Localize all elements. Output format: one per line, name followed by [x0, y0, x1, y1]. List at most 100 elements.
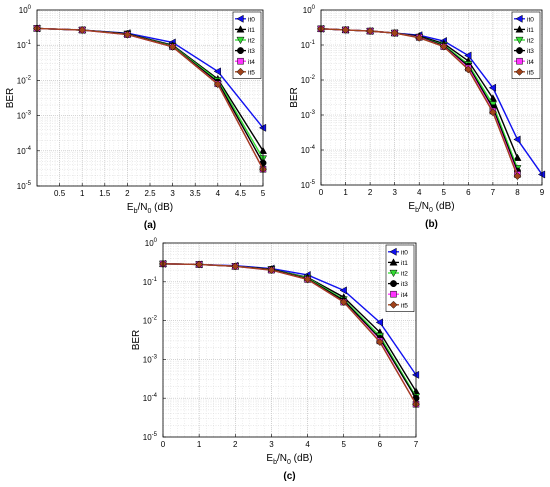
y-tick-label: 10-3 [17, 111, 32, 121]
data-point-it5 [415, 33, 424, 42]
panel-label: (a) [144, 220, 156, 231]
data-point-it0 [488, 83, 497, 92]
legend-entry-it0: it0 [527, 16, 534, 23]
x-tick-label: 5 [341, 440, 346, 449]
chart-panel-c: 0 1 2 3 4 5 6 7 10-5 10-4 10-3 10-2 10-1 100 BER Eb/N0 … [131, 238, 421, 482]
data-point-it5 [439, 42, 448, 51]
x-tick-label: 1.5 [99, 189, 111, 198]
y-axis-label: BER [289, 87, 300, 108]
legend-entry-it3: it3 [248, 48, 255, 55]
y-tick-label: 10-4 [143, 393, 158, 403]
legend-entry-it0: it0 [248, 16, 255, 23]
x-tick-label: 1 [197, 440, 202, 449]
y-tick-label: 10-5 [143, 432, 158, 442]
legend-entry-it2: it2 [401, 271, 408, 278]
legend-entry-it5: it5 [401, 302, 408, 309]
legend-entry-it0: it0 [401, 249, 408, 256]
y-tick-label: 10-3 [301, 110, 316, 120]
legend-entry-it1: it1 [527, 27, 534, 34]
x-tick-label: 6 [466, 188, 471, 197]
x-tick-label: 5 [442, 188, 447, 197]
x-tick-label: 0.5 [54, 189, 66, 198]
x-axis-label: Eb/N0 (dB) [127, 202, 173, 215]
legend: it0 it1 it2 it3 it4 it5 [385, 244, 415, 312]
legend-marker-it0 [515, 14, 523, 23]
y-tick-label: 10-5 [301, 180, 316, 190]
legend-box [385, 244, 415, 312]
y-tick-label: 10-3 [143, 354, 158, 364]
data-point-it0 [339, 286, 347, 295]
legend-box [232, 11, 262, 79]
x-tick-label: 7 [414, 440, 419, 449]
x-tick-label: 2.5 [144, 189, 156, 198]
legend: it0 it1 it2 it3 it4 it5 [232, 11, 262, 79]
data-point-it5 [303, 275, 312, 284]
data-point-it5 [341, 25, 350, 34]
legend-entry-it1: it1 [248, 27, 255, 34]
legend-entry-it5: it5 [248, 69, 255, 76]
axes-frame [162, 242, 417, 438]
data-point-it5 [390, 29, 399, 37]
legend-marker-it2 [515, 36, 524, 45]
x-tick-label: 5 [261, 189, 266, 198]
legend-marker-it4 [516, 57, 523, 65]
y-tick-label: 10-4 [301, 145, 316, 155]
legend-marker-it0 [389, 247, 397, 256]
legend-entry-it4: it4 [527, 59, 534, 66]
legend-marker-it3 [516, 47, 523, 55]
plot-area [321, 10, 542, 185]
y-tick-label: 100 [145, 238, 158, 248]
legend-entry-it3: it3 [527, 48, 534, 55]
legend-marker-it2 [236, 36, 245, 45]
y-tick-label: 10-5 [17, 181, 32, 191]
panel-label: (c) [283, 471, 295, 482]
x-tick-label: 1 [343, 188, 348, 197]
series-it5 [159, 259, 420, 409]
x-tick-label: 3 [170, 189, 175, 198]
data-point-it5 [375, 338, 384, 347]
y-tick-label: 100 [19, 5, 32, 15]
legend-marker-it1 [236, 25, 245, 33]
legend-entry-it2: it2 [527, 38, 534, 45]
y-tick-label: 10-1 [17, 40, 32, 50]
legend-entry-it4: it4 [248, 59, 255, 66]
data-point-it5 [513, 172, 522, 181]
chart-panel-b: 0 1 2 3 4 5 6 7 8 9 10-5 10-4 10-3 10-2 10-1 100 BER Eb/N… [289, 5, 546, 230]
legend-marker-it3 [390, 280, 397, 288]
data-point-it5 [231, 262, 240, 271]
data-point-it5 [195, 260, 204, 269]
data-point-it5 [213, 80, 222, 89]
data-point-it0 [213, 67, 221, 76]
legend-entry-it3: it3 [401, 281, 408, 288]
legend-marker-it3 [237, 47, 244, 55]
y-tick-label: 10-2 [143, 316, 158, 326]
legend-marker-it5 [236, 67, 245, 76]
y-tick-label: 10-1 [301, 40, 316, 50]
grid [320, 9, 543, 186]
x-tick-label: 6 [378, 440, 383, 449]
data-point-it5 [339, 298, 348, 307]
data-point-it5 [123, 30, 132, 39]
legend-marker-it4 [237, 57, 244, 65]
legend-marker-it5 [389, 300, 398, 309]
axes-frame [320, 9, 543, 186]
legend: it0 it1 it2 it3 it4 it5 [511, 11, 541, 79]
x-axis-label: Eb/N0 (dB) [266, 453, 312, 466]
x-tick-label: 3 [269, 440, 274, 449]
legend-box [511, 11, 541, 79]
x-tick-label: 2 [125, 189, 130, 198]
y-tick-label: 10-1 [143, 277, 158, 287]
legend-entry-it2: it2 [248, 38, 255, 45]
legend-marker-it1 [515, 25, 524, 33]
data-point-it5 [488, 108, 497, 117]
x-tick-label: 0 [319, 188, 324, 197]
legend-marker-it2 [389, 269, 398, 278]
data-point-it5 [267, 266, 276, 275]
x-tick-label: 9 [540, 188, 545, 197]
data-point-it5 [78, 26, 87, 34]
y-tick-label: 10-2 [301, 75, 316, 85]
data-point-it0 [375, 318, 383, 327]
x-tick-label: 4 [417, 188, 422, 197]
x-tick-label: 2 [233, 440, 238, 449]
